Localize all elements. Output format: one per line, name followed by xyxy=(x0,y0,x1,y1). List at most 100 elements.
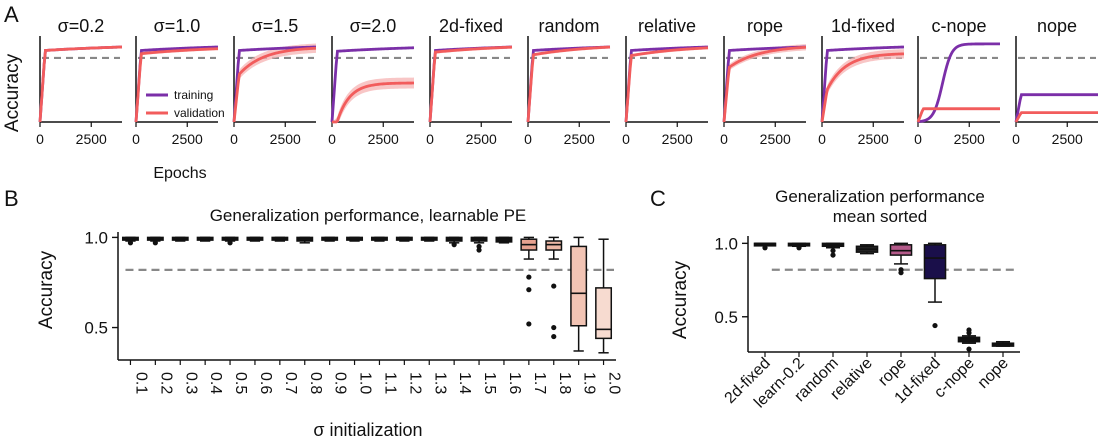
validation-line xyxy=(38,45,123,123)
subplot-10: nope 0 2500 xyxy=(1012,16,1098,147)
box-1.2 xyxy=(395,236,413,242)
box-body xyxy=(923,244,947,280)
box-1d-fixed xyxy=(923,242,947,329)
box-rope xyxy=(889,242,913,276)
subplot-title: rope xyxy=(747,16,783,36)
box-body xyxy=(570,245,588,327)
x-tick-label: nope xyxy=(975,355,1012,392)
box-1.4 xyxy=(445,236,463,248)
box-1.5 xyxy=(470,236,488,253)
outlier xyxy=(451,242,457,248)
outlier xyxy=(476,247,482,253)
validation-band xyxy=(724,44,806,123)
subplot-5: random 0 2500 xyxy=(524,16,611,147)
subplot-title: relative xyxy=(638,16,696,36)
panel-c-title: Generalization performance xyxy=(775,187,985,206)
box-1.3 xyxy=(420,236,438,242)
subplot-title: σ=1.0 xyxy=(154,16,201,36)
box-2d-fixed xyxy=(753,242,777,251)
panel-c-subtitle: mean sorted xyxy=(833,207,928,226)
box-0.1 xyxy=(121,236,139,246)
box-1.9 xyxy=(570,236,588,352)
x-tick-label: 0 xyxy=(132,131,140,147)
y-tick-label: 0.5 xyxy=(714,308,738,327)
subplot-6: relative 0 2500 xyxy=(622,16,709,147)
outlier xyxy=(796,245,802,251)
x-tick-label: 2500 xyxy=(1052,131,1083,147)
x-tick-label: 2500 xyxy=(564,131,595,147)
outlier xyxy=(526,321,532,327)
x-tick-label: 0 xyxy=(524,131,532,147)
x-tick-label: 1.5 xyxy=(481,372,498,394)
outlier xyxy=(898,270,904,276)
box-1.6 xyxy=(495,236,513,244)
subplot-title: 1d-fixed xyxy=(831,16,895,36)
x-tick-label: 2500 xyxy=(466,131,497,147)
x-tick-label: 0 xyxy=(720,131,728,147)
outlier xyxy=(227,240,233,246)
panel-b-ylabel: Accuracy xyxy=(36,250,57,329)
x-tick-label: 1.7 xyxy=(531,372,548,394)
panel-b-boxplot: Generalization performance, learnable PE… xyxy=(36,206,623,440)
box-0.5 xyxy=(221,236,239,246)
box-0.8 xyxy=(296,236,314,244)
panel-c-ylabel: Accuracy xyxy=(670,260,691,339)
panel-b-xlabel: σ initialization xyxy=(313,420,422,440)
validation-line xyxy=(134,47,219,123)
panel-label-c: C xyxy=(650,186,666,211)
validation-line xyxy=(526,45,611,123)
validation-band xyxy=(234,43,316,122)
validation-line xyxy=(624,46,709,123)
x-tick-label: 1.0 xyxy=(357,372,374,394)
panel-a-training-curves: Accuracy Epochs σ=0.2 0 2500 σ=1.0 0 2500 trai… xyxy=(2,16,1098,182)
outlier xyxy=(762,245,768,251)
box-c-nope xyxy=(957,327,981,352)
training-line xyxy=(330,46,415,123)
panel-label-b: B xyxy=(4,186,19,211)
subplot-title: c-nope xyxy=(931,16,986,36)
box-random xyxy=(821,242,845,258)
box-0.2 xyxy=(146,236,164,246)
x-tick-label: 0 xyxy=(622,131,630,147)
x-tick-label: 0.5 xyxy=(232,372,249,394)
box-0.6 xyxy=(246,236,264,242)
x-tick-label: 2500 xyxy=(662,131,693,147)
subplot-0: σ=0.2 0 2500 xyxy=(36,16,123,147)
x-tick-label: 2500 xyxy=(172,131,203,147)
x-tick-label: 1.1 xyxy=(381,372,398,394)
x-tick-label: 2500 xyxy=(858,131,889,147)
outlier xyxy=(551,283,557,289)
box-1.8 xyxy=(545,236,563,340)
outlier xyxy=(551,324,557,331)
y-tick-label: 0.5 xyxy=(84,319,108,338)
outlier xyxy=(476,243,482,250)
subplot-8: 1d-fixed 0 2500 xyxy=(818,16,905,147)
outlier xyxy=(152,240,158,246)
validation-line xyxy=(232,46,317,123)
subplot-9: c-nope 0 2500 xyxy=(914,16,1001,147)
subplot-title: random xyxy=(538,16,599,36)
x-tick-label: 1.8 xyxy=(556,372,573,394)
x-tick-label: 2500 xyxy=(954,131,985,147)
x-tick-label: 0 xyxy=(914,131,922,147)
panel-b-title: Generalization performance, learnable PE xyxy=(210,206,527,225)
y-tick-label: 1.0 xyxy=(714,234,738,253)
box-2.0 xyxy=(595,238,613,354)
x-tick-label: 2500 xyxy=(270,131,301,147)
x-tick-label: 1.2 xyxy=(406,372,423,394)
training-line xyxy=(1014,93,1098,123)
x-tick-label: 0 xyxy=(328,131,336,147)
x-tick-label: 1.6 xyxy=(506,372,523,394)
x-tick-label: 0.9 xyxy=(332,372,349,394)
panel-a-ylabel: Accuracy xyxy=(2,53,23,132)
x-tick-label: 0.8 xyxy=(307,372,324,394)
validation-band xyxy=(822,49,904,122)
box-1.0 xyxy=(346,236,364,242)
validation-line xyxy=(1014,111,1098,123)
y-tick-label: 1.0 xyxy=(84,228,108,247)
subplot-7: rope 0 2500 xyxy=(720,16,807,147)
box-1.1 xyxy=(370,236,388,242)
box-body xyxy=(545,240,563,251)
box-0.4 xyxy=(196,236,214,242)
